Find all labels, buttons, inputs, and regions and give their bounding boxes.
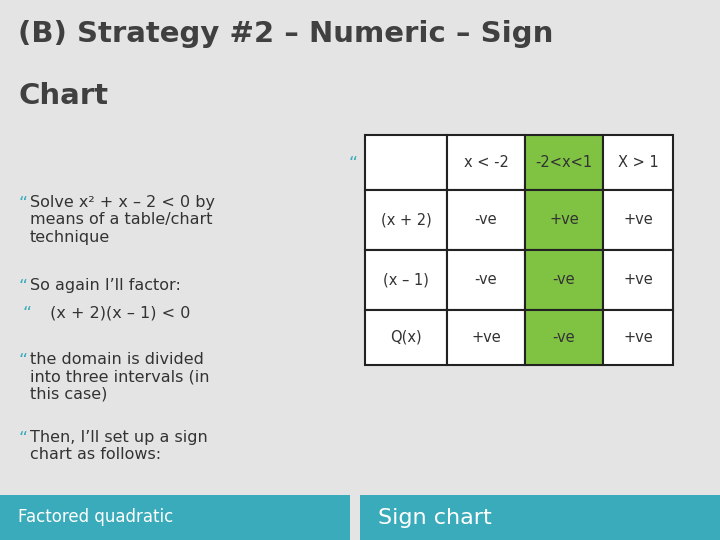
Bar [525,135,603,190]
Text: Factored quadratic: Factored quadratic [18,509,174,526]
Text: “: “ [348,155,357,173]
Text: “: “ [18,352,27,370]
Text: +ve: +ve [471,330,501,345]
Bar [447,190,525,250]
Text: (x + 2): (x + 2) [381,213,431,227]
Text: -ve: -ve [474,273,498,287]
Text: “: “ [23,305,32,323]
Bar [447,250,525,310]
Bar [603,135,673,190]
Bar [365,190,447,250]
Bar [603,310,673,365]
Text: Sign chart: Sign chart [378,508,492,528]
Text: Solve x² + x – 2 < 0 by
means of a table/chart
technique: Solve x² + x – 2 < 0 by means of a table… [30,195,215,245]
Bar [365,135,447,190]
Text: -2<x<1: -2<x<1 [536,155,593,170]
Bar [603,190,673,250]
Bar [365,250,447,310]
Text: “: “ [18,278,27,296]
Text: the domain is divided
into three intervals (in
this case): the domain is divided into three interva… [30,352,210,402]
Bar [447,310,525,365]
Text: (x – 1): (x – 1) [383,273,429,287]
Text: +ve: +ve [549,213,579,227]
Text: +ve: +ve [623,273,653,287]
Bar [360,495,720,540]
Text: So again I’ll factor:: So again I’ll factor: [30,278,181,293]
Text: “: “ [18,430,27,448]
Text: “: “ [18,195,27,213]
Text: +ve: +ve [623,213,653,227]
Text: -ve: -ve [553,330,575,345]
Text: -ve: -ve [474,213,498,227]
Bar [447,135,525,190]
Bar [365,310,447,365]
Text: x < -2: x < -2 [464,155,508,170]
Text: Then, I’ll set up a sign
chart as follows:: Then, I’ll set up a sign chart as follow… [30,430,208,462]
Bar [525,310,603,365]
Text: Q(x): Q(x) [390,330,422,345]
Bar [603,250,673,310]
Text: -ve: -ve [553,273,575,287]
Bar [525,190,603,250]
Text: X > 1: X > 1 [618,155,658,170]
Text: (x + 2)(x – 1) < 0: (x + 2)(x – 1) < 0 [45,305,190,320]
Bar [0,495,350,540]
Text: (B) Strategy #2 – Numeric – Sign: (B) Strategy #2 – Numeric – Sign [18,20,554,48]
Text: Chart: Chart [18,82,108,110]
Text: +ve: +ve [623,330,653,345]
Bar [525,250,603,310]
